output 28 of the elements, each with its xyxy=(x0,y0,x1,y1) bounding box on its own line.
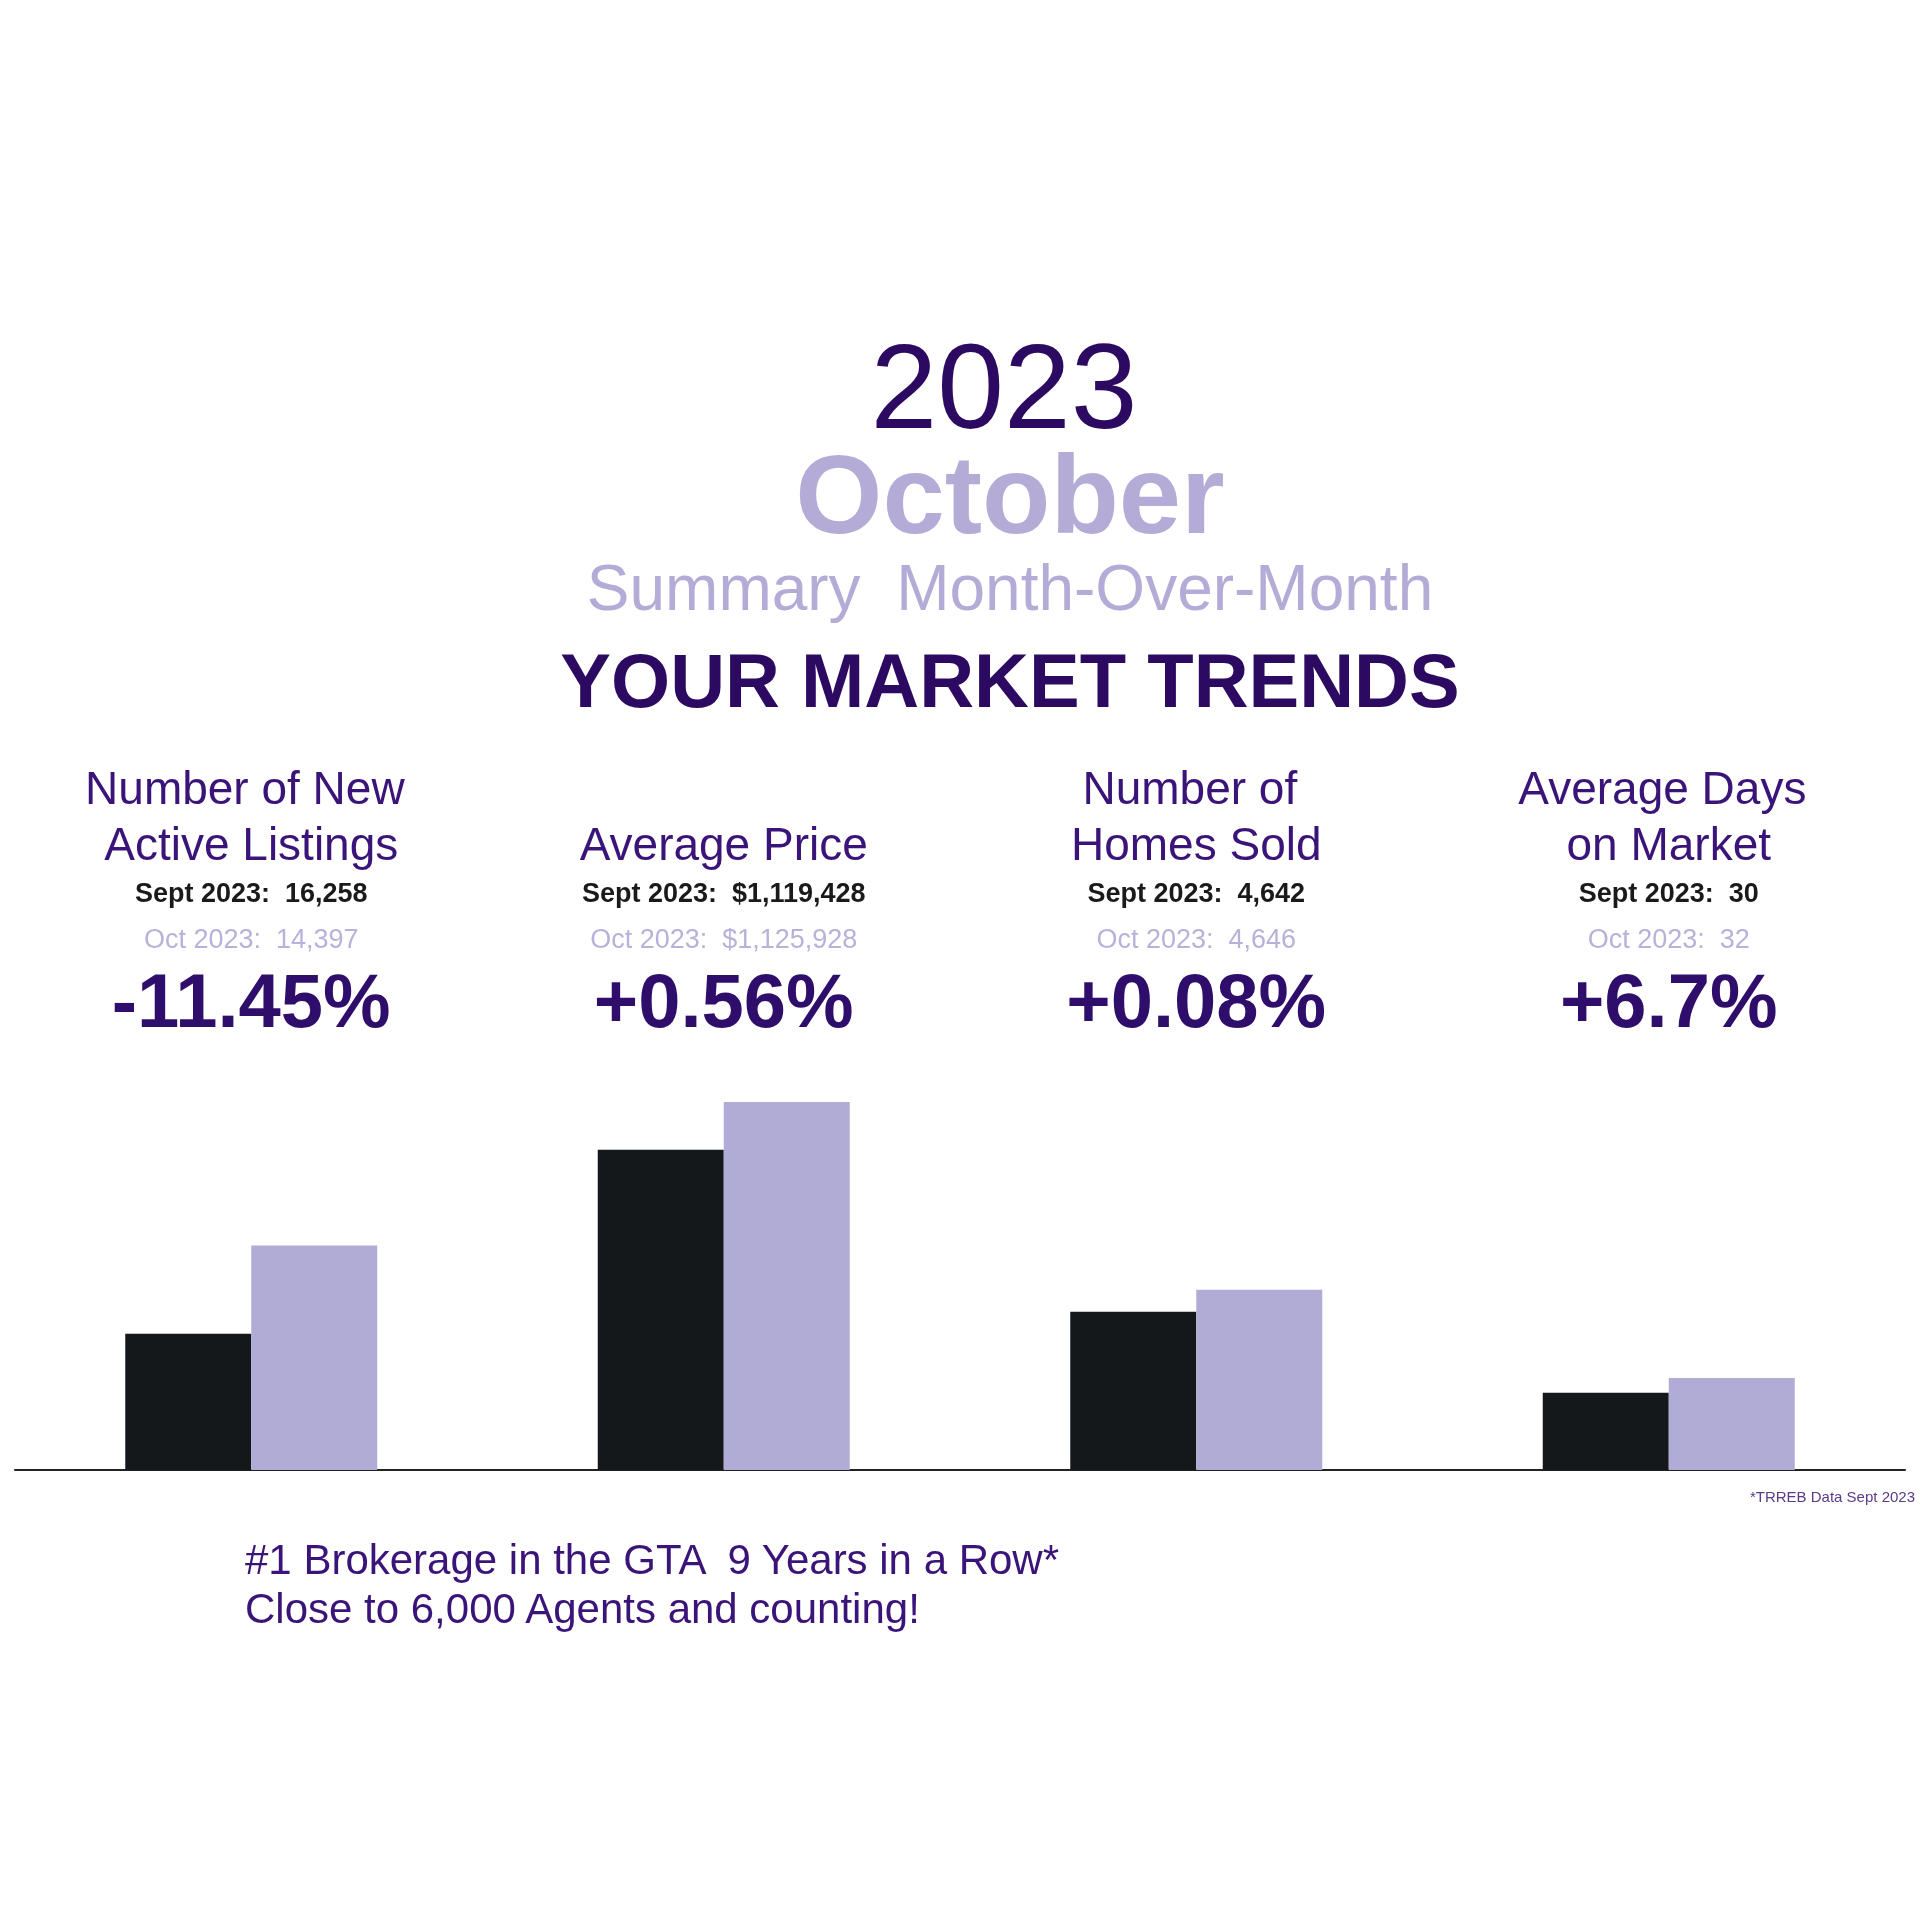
text: Oct 2023: 32 xyxy=(1587,924,1750,954)
text: Sept 2023: 4,642 xyxy=(1087,878,1306,908)
bar xyxy=(1542,1392,1669,1470)
text: +0.08% xyxy=(1066,957,1327,1043)
x-tick-label: Number of New Active Listings xyxy=(85,762,418,870)
text: Sept 2023: $1,119,428 xyxy=(581,878,866,908)
x-tick-label: Average Days on Market xyxy=(1518,762,1820,870)
text: Sept 2023: 30 xyxy=(1578,878,1759,908)
text: Oct 2023: $1,125,928 xyxy=(590,924,858,954)
text: #1 Brokerage in the GTA 9 Years in a Row* xyxy=(245,1535,1060,1583)
text: +0.56% xyxy=(593,957,854,1043)
x-tick-label: Number of Homes Sold xyxy=(1070,762,1322,870)
bar xyxy=(723,1102,850,1470)
x-tick-label: Average Price xyxy=(579,818,868,870)
text: Close to 6,000 Agents and counting! xyxy=(245,1584,920,1632)
bar xyxy=(251,1245,378,1470)
text: -11.45% xyxy=(111,957,391,1043)
bar xyxy=(1668,1378,1795,1470)
text: Oct 2023: 14,397 xyxy=(143,924,359,954)
text: YOUR MARKET TRENDS xyxy=(560,637,1460,723)
bar xyxy=(597,1149,724,1470)
bar xyxy=(1196,1289,1323,1470)
bar xyxy=(125,1333,252,1470)
text: +6.7% xyxy=(1559,957,1778,1043)
text: Sept 2023: 16,258 xyxy=(134,878,368,908)
text: Oct 2023: 4,646 xyxy=(1096,924,1297,954)
text: *TRREB Data Sept 2023 xyxy=(1749,1487,1915,1505)
bar xyxy=(1070,1311,1197,1470)
